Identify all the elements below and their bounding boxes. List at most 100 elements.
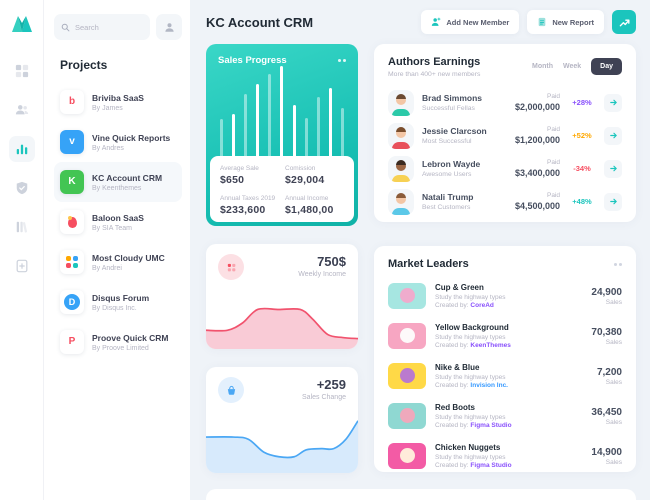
row-arrow-button[interactable] [604,192,622,211]
search-icon [61,23,70,31]
row-arrow-button[interactable] [604,126,622,145]
nav-users[interactable] [9,97,35,123]
arrow-right-icon [609,99,617,106]
sales-value: 7,200 [596,366,622,378]
created-by-label: Created by: [435,462,469,469]
product-name: Yellow Background [435,323,509,332]
project-name: Briviba SaaS [92,92,144,103]
project-item[interactable]: v Vine Quick Reports By Andres [54,122,182,162]
sales-change-badge [218,377,244,403]
project-item[interactable]: b Briviba SaaS By James [54,82,182,122]
sales-progress-stats: Average Sale $650 Comission $29,004 Annu… [210,156,354,222]
author-row: Natali Trump Best Customers Paid $4,500,… [388,185,622,218]
library-icon [16,221,27,233]
author-name: Natali Trump [422,192,474,202]
project-item[interactable]: K KC Account CRM By Keenthemes [54,162,182,202]
sales-stat: Comission $29,004 [285,165,344,186]
creator-link[interactable]: CoreAd [470,302,494,309]
project-item[interactable]: D Disqus Forum By Disqus Inc. [54,282,182,322]
shield-check-icon [16,181,27,195]
product-thumbnail [388,363,426,389]
arrow-right-icon [609,132,617,139]
profile-button[interactable] [156,14,182,40]
sales-change-value: +259 [316,377,346,392]
author-desc: Awesome Users [422,171,472,178]
card-menu-icon[interactable] [614,262,622,266]
search-input[interactable] [75,22,143,32]
market-leader-row[interactable]: Yellow Background Study the highway type… [388,316,622,356]
project-author: By Disqus Inc. [92,304,137,312]
product-desc: Study the highway types [435,413,506,421]
add-new-member-button[interactable]: Add New Member [421,10,520,34]
page-title: KC Account CRM [206,14,314,30]
stat-label: Annual Taxes 2019 [220,195,276,202]
project-item[interactable]: Baloon SaaS By SIA Team [54,202,182,242]
nav-analytics[interactable] [8,136,35,162]
creator-link[interactable]: KeenThemes [470,342,511,349]
product-name: Red Boots [435,403,475,412]
project-name: Most Cloudy UMC [92,252,165,263]
nav-add-new[interactable] [9,253,35,279]
period-tab[interactable]: Day [591,58,622,75]
creator-link[interactable]: Figma Studio [470,422,512,429]
sales-value: 70,380 [591,326,622,338]
project-icon: K [60,170,84,194]
sales-value: 14,900 [591,446,622,458]
nav-dashboard[interactable] [9,58,35,84]
creator-link[interactable]: Figma Studio [470,462,512,469]
sales-label: Sales [605,338,622,346]
project-icon-letter: v [69,136,75,147]
paid-amount: $2,000,000 [514,102,560,112]
paid-label: Paid [546,159,560,166]
author-desc: Successful Fellas [422,105,475,112]
project-author: By Andrei [92,264,122,272]
created-by-label: Created by: [435,382,469,389]
stat-label: Average Sale [220,165,259,172]
weekly-income-chart [206,297,358,349]
paid-amount: $4,500,000 [514,201,560,211]
icon-rail [0,0,44,500]
new-report-button[interactable]: New Report [527,10,604,34]
project-name: Baloon SaaS [92,212,144,223]
period-tab[interactable]: Week [562,63,582,70]
author-desc: Most Successful [422,138,472,145]
sales-progress-card: Sales Progress Average Sale $650 Comissi… [206,44,358,226]
project-item[interactable]: P Proove Quick CRM By Proove Limited [54,322,182,362]
creator-link[interactable]: Invision Inc. [470,382,508,389]
row-arrow-button[interactable] [604,159,622,178]
period-tab[interactable]: Month [531,63,553,70]
card-menu-icon[interactable] [338,59,346,62]
product-desc: Study the highway types [435,333,506,341]
project-icon-letter: b [68,96,76,107]
paid-label: Paid [546,93,560,100]
market-leader-row[interactable]: Cup & Green Study the highway types Crea… [388,276,622,316]
market-leader-row[interactable]: Red Boots Study the highway types Create… [388,396,622,436]
reports-button[interactable] [612,10,636,34]
authors-list: Brad Simmons Successful Fellas Paid $2,0… [388,86,622,218]
sales-value: 36,450 [591,406,622,418]
delta-badge: +48% [572,197,592,206]
nav-library[interactable] [9,214,35,240]
sales-label: Sales [605,458,622,466]
nav-security[interactable] [9,175,35,201]
market-leaders-card: Market Leaders Cup & Green Study the hig… [374,246,636,472]
market-leader-row[interactable]: Chicken Nuggets Study the highway types … [388,436,622,476]
search-box [54,14,150,40]
project-author: By James [92,104,123,112]
author-name: Lebron Wayde [422,159,481,169]
product-thumbnail [388,403,426,429]
project-item[interactable]: Most Cloudy UMC By Andrei [54,242,182,282]
market-leader-row[interactable]: Nike & Blue Study the highway types Crea… [388,356,622,396]
created-by-label: Created by: [435,302,469,309]
sales-stat: Annual Income $1,480,00 [285,195,344,216]
project-name: Disqus Forum [92,292,150,303]
author-name: Jessie Clarcson [422,126,487,136]
avatar [388,89,414,116]
authors-earnings-title: Authors Earnings [388,56,481,68]
project-icon-letter: P [68,336,76,347]
product-name: Nike & Blue [435,363,480,372]
weekly-income-label: Weekly Income [298,271,346,278]
sales-progress-bars [206,66,358,158]
stat-value: $1,480,00 [285,204,334,216]
row-arrow-button[interactable] [604,93,622,112]
